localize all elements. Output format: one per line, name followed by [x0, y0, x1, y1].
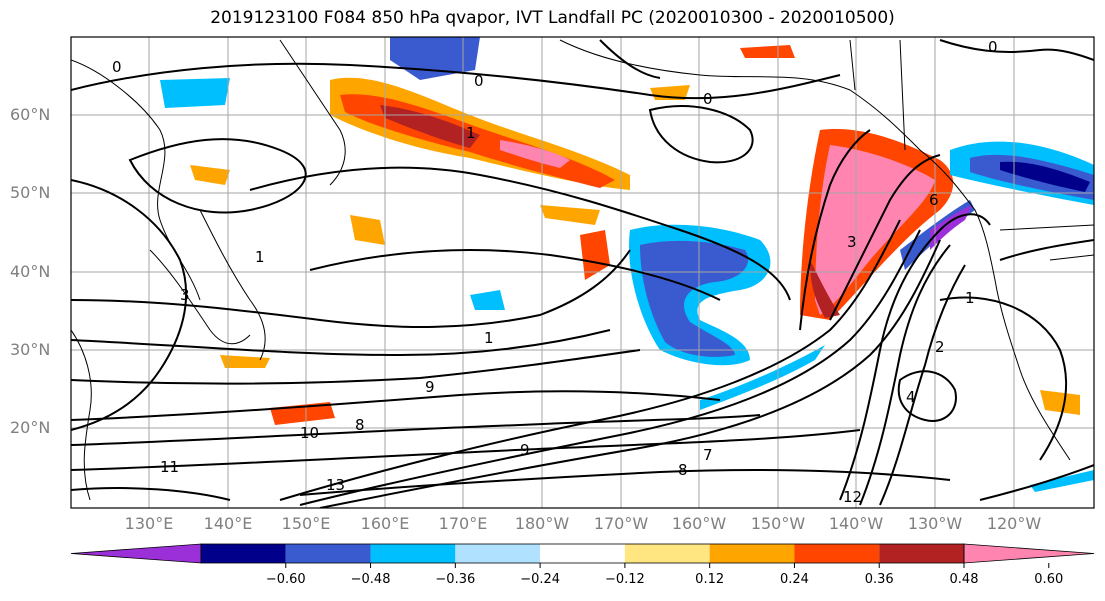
colorbar-tick-label: −0.24 — [520, 572, 561, 587]
contour-label: 12 — [843, 488, 862, 506]
lon-label: 150°E — [281, 514, 331, 533]
contour-label: 3 — [847, 233, 857, 251]
lon-label: 140°W — [828, 514, 884, 533]
contour-label: 11 — [160, 458, 179, 476]
map-frame — [70, 36, 1095, 509]
lon-label: 170°W — [593, 514, 649, 533]
colorbar-segment — [540, 544, 625, 563]
lat-label: 40°N — [10, 262, 51, 281]
colorbar-tick-label: −0.36 — [435, 572, 476, 587]
coastlines — [71, 39, 1094, 501]
lon-label: 160°E — [360, 514, 410, 533]
contour-label: 0 — [474, 72, 484, 90]
contour-label: 1 — [255, 248, 265, 266]
negative-anomaly-regions — [160, 37, 1094, 492]
colorbar-extend-high — [963, 543, 1095, 564]
colorbar — [70, 543, 1095, 568]
contour-label: 7 — [703, 446, 713, 464]
contour-label: 0 — [988, 38, 998, 56]
contour-label: 2 — [935, 338, 945, 356]
colorbar-tick-label: 0.60 — [1034, 572, 1064, 587]
colorbar-tick-label: −0.60 — [265, 572, 306, 587]
contour-label: 1 — [484, 329, 494, 347]
colorbar-segment — [709, 544, 795, 563]
lon-label: 130°W — [907, 514, 963, 533]
lon-label: 180°W — [514, 514, 570, 533]
lat-label: 20°N — [10, 418, 51, 437]
contour-label: 4 — [906, 388, 916, 406]
colorbar-segment — [455, 544, 541, 563]
lon-label: 120°W — [986, 514, 1042, 533]
contour-label: 13 — [326, 476, 345, 494]
contour-labels: 0 0 0 0 1 1 1 1 2 3 3 4 6 7 8 8 9 9 10 1… — [112, 38, 998, 506]
contour-label: 0 — [112, 58, 122, 76]
colorbar-segment — [794, 544, 880, 563]
colorbar-tick-label: −0.12 — [604, 572, 645, 587]
lon-label: 160°W — [671, 514, 727, 533]
contour-label: 6 — [929, 191, 939, 209]
colorbar-segment — [879, 544, 964, 563]
colorbar-tick-label: −0.48 — [350, 572, 391, 587]
lon-label: 130°E — [124, 514, 174, 533]
lon-label: 140°E — [203, 514, 253, 533]
colorbar-segment — [624, 544, 710, 563]
contour-label: 1 — [965, 289, 975, 307]
lon-label: 150°W — [750, 514, 806, 533]
contour-label: 10 — [300, 424, 319, 442]
contour-label: 3 — [180, 286, 190, 304]
colorbar-tick-label: 0.24 — [779, 572, 809, 587]
map-panel: 0 0 0 0 1 1 1 1 2 3 3 4 6 7 8 8 9 9 10 1… — [71, 37, 1094, 508]
lon-label: 170°E — [438, 514, 488, 533]
colorbar-tick-label: 0.48 — [949, 572, 979, 587]
contour-label: 9 — [425, 378, 435, 396]
colorbar-segment — [285, 544, 371, 563]
contour-label: 1 — [466, 124, 476, 142]
lat-label: 50°N — [10, 183, 51, 202]
contour-lines — [71, 39, 1094, 508]
contour-label: 9 — [520, 441, 530, 459]
lat-label: 30°N — [10, 340, 51, 359]
colorbar-extend-low — [70, 543, 202, 564]
colorbar-tick-label: 0.36 — [864, 572, 894, 587]
map-title: 2019123100 F084 850 hPa qvapor, IVT Land… — [210, 8, 895, 28]
lat-label: 60°N — [10, 105, 51, 124]
colorbar-segment — [370, 544, 456, 563]
contour-label: 0 — [703, 90, 713, 108]
colorbar-segment — [201, 544, 286, 563]
contour-label: 8 — [678, 461, 688, 479]
graticule — [71, 37, 1094, 508]
colorbar-tick-label: 0.12 — [695, 572, 725, 587]
contour-label: 8 — [355, 416, 365, 434]
